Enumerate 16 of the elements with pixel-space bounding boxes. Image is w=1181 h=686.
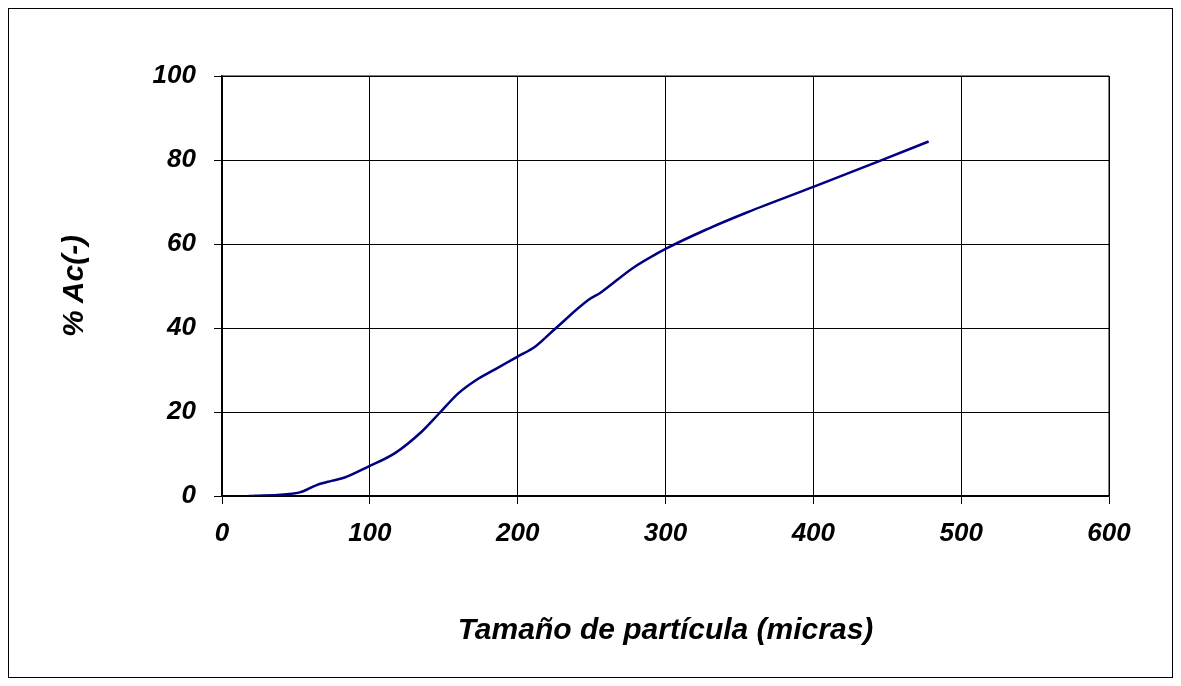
- y-tick-label: 40: [166, 311, 197, 342]
- x-axis-title: Tamaño de partícula (micras): [457, 612, 874, 646]
- y-tick-label: 80: [167, 143, 197, 174]
- y-tick-label: 60: [167, 227, 197, 258]
- x-tick-label: 600: [1087, 516, 1132, 547]
- x-tick-label: 200: [494, 516, 540, 547]
- y-axis-title: % Ac(-): [56, 234, 90, 338]
- y-tick-label: 0: [181, 479, 197, 510]
- x-tick-label: 300: [643, 516, 688, 547]
- line-series: [247, 140, 930, 496]
- x-tick-label: 100: [348, 516, 393, 547]
- x-tick-label: 400: [790, 516, 836, 547]
- x-tick-label: 500: [939, 516, 984, 547]
- y-tick-label: 20: [166, 395, 197, 426]
- x-tick-label: 0: [214, 516, 230, 547]
- y-tick-label: 100: [152, 59, 197, 90]
